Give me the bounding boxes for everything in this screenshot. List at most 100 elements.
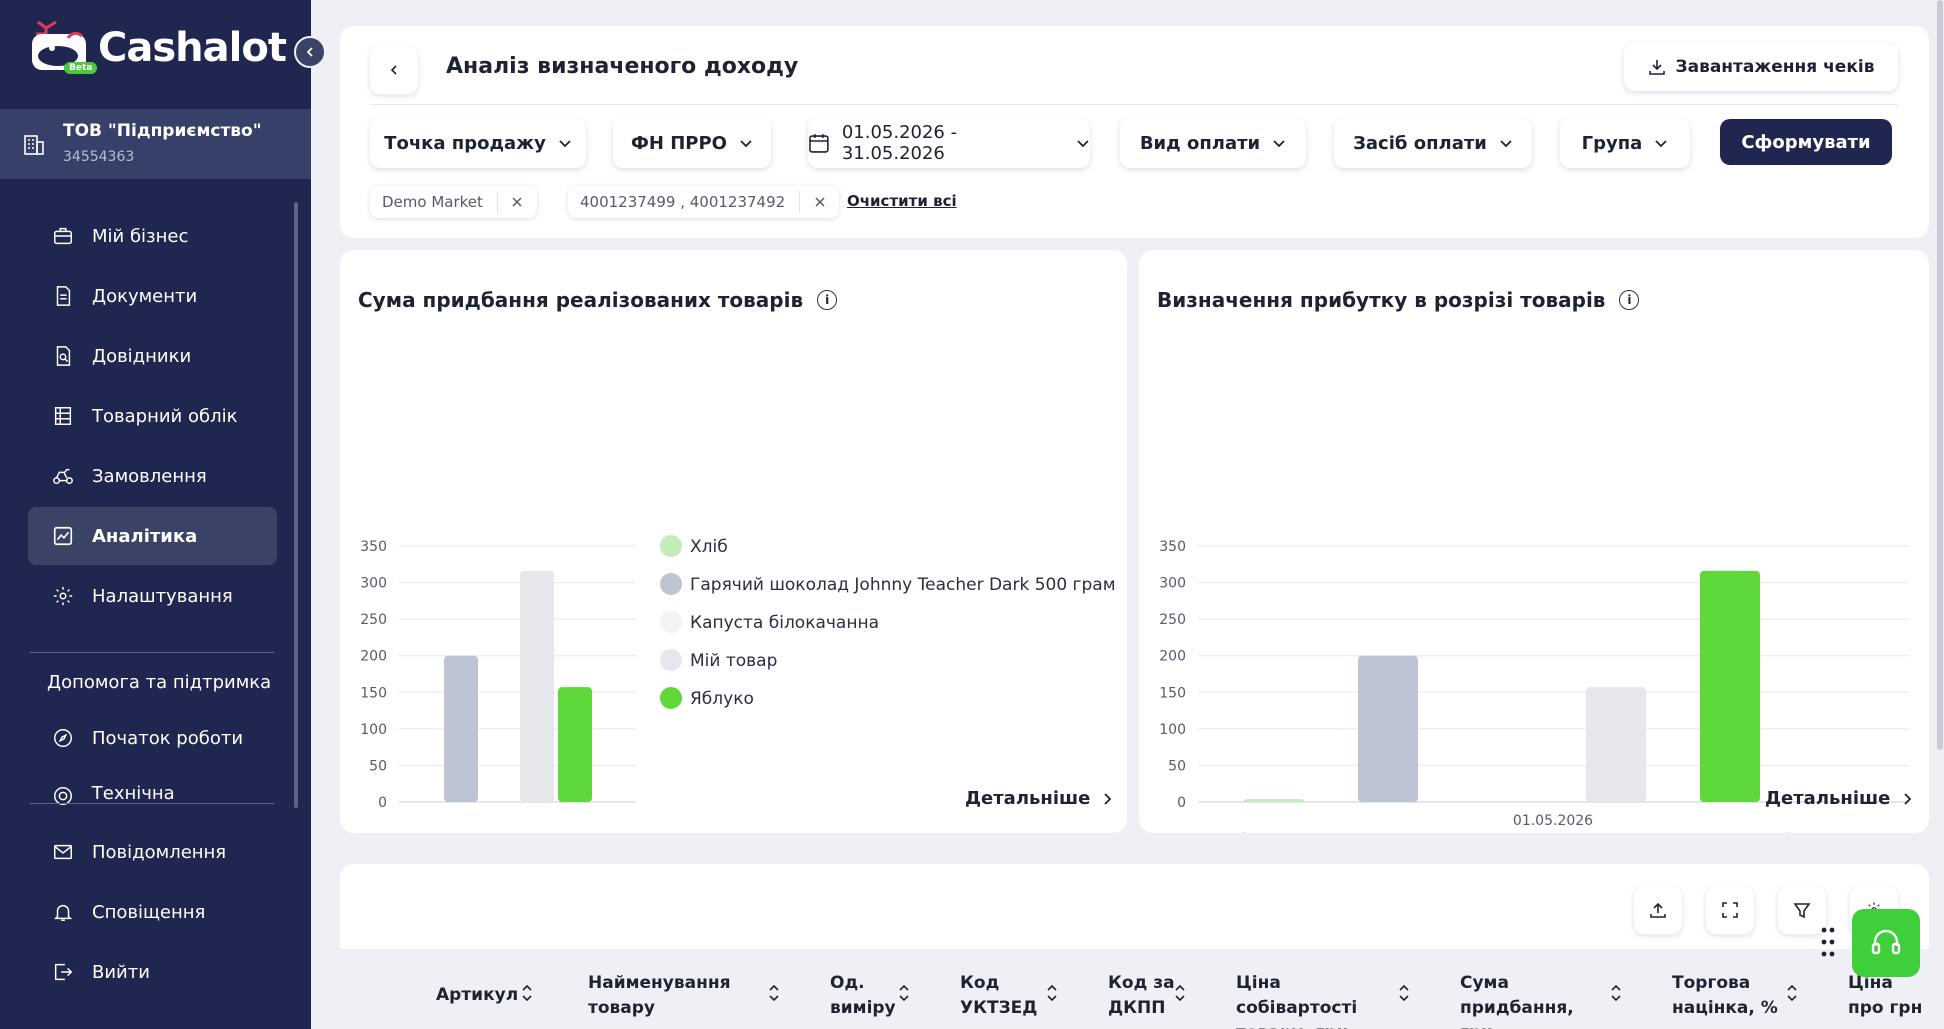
chart-title-text: Визначення прибутку в розрізі товарів xyxy=(1157,288,1606,312)
sort-icon[interactable] xyxy=(1046,983,1058,1003)
bell-icon xyxy=(50,899,76,925)
sidebar-item-tech-support[interactable]: Технічна підтримка xyxy=(28,769,277,805)
bar-chart: 0 50 100 150 200 250 300 350 01.05.2026 Капуста б… xyxy=(1159,539,1909,833)
payment-type-dropdown[interactable]: Вид оплати xyxy=(1120,118,1306,168)
download-receipts-button[interactable]: Завантаження чеків xyxy=(1624,43,1898,91)
help-section-title: Допомога та підтримка xyxy=(47,672,272,693)
sidebar-item-orders[interactable]: Замовлення xyxy=(28,447,277,505)
header-divider xyxy=(370,104,1898,105)
report-header: Аналіз визначеного доходу Завантаження ч… xyxy=(340,26,1929,238)
logout-icon xyxy=(50,959,76,985)
back-button[interactable] xyxy=(370,46,418,94)
y-tick-label: 350 xyxy=(1159,539,1186,555)
chart-title-text: Сума придбання реалізованих товарів xyxy=(358,288,804,312)
x-tick-label: 01.05.2026 xyxy=(1513,813,1593,829)
sort-icon[interactable] xyxy=(521,983,533,1003)
column-header-dkpp[interactable]: Код за ДКПП xyxy=(1108,973,1175,1018)
bar-chart: 0 50 100 150 200 250 300 350 Хліб Гарячий шоколад… xyxy=(360,535,1116,811)
y-tick-label: 200 xyxy=(360,649,387,665)
legend-marker xyxy=(660,687,682,709)
point-of-sale-dropdown[interactable]: Точка продажу xyxy=(370,118,586,168)
sort-icon[interactable] xyxy=(898,983,910,1003)
sidebar-item-directories[interactable]: Довідники xyxy=(28,327,277,385)
company-code: 34554363 xyxy=(63,149,135,165)
export-button[interactable] xyxy=(1634,886,1682,934)
sidebar-item-logout[interactable]: Вийти xyxy=(28,943,277,1001)
chevron-down-icon xyxy=(1500,140,1512,148)
compass-icon xyxy=(50,725,76,751)
column-header-uktzed[interactable]: Код УКТЗЕД xyxy=(960,973,1038,1018)
details-link[interactable]: Детальніше xyxy=(1765,788,1912,809)
sidebar-item-label: Довідники xyxy=(92,345,192,367)
download-icon xyxy=(1648,60,1665,75)
y-tick-label: 150 xyxy=(360,685,387,701)
support-chat-button[interactable] xyxy=(1852,909,1920,977)
sidebar-scrollbar[interactable] xyxy=(294,202,298,808)
chart-title: Сума придбання реалізованих товарів i xyxy=(358,288,838,312)
sidebar-divider xyxy=(30,652,274,653)
chart-card-profit-by-product: Визначення прибутку в розрізі товарів i … xyxy=(1139,250,1929,833)
generate-report-button[interactable]: Сформувати xyxy=(1720,119,1892,165)
sidebar-item-analytics[interactable]: Аналітика xyxy=(28,507,277,565)
filter-icon xyxy=(1793,903,1811,919)
details-link[interactable]: Детальніше xyxy=(965,788,1112,809)
logo[interactable]: Beta Cashalot xyxy=(30,20,287,76)
y-tick-label: 0 xyxy=(378,795,387,811)
sort-icon[interactable] xyxy=(768,983,780,1003)
support-icon xyxy=(50,783,76,805)
calendar-icon xyxy=(809,134,829,153)
y-tick-label: 200 xyxy=(1159,649,1186,665)
sort-icon[interactable] xyxy=(1174,983,1186,1003)
payment-method-dropdown[interactable]: Засіб оплати xyxy=(1334,118,1532,168)
sort-icon[interactable] xyxy=(1610,983,1622,1003)
company-selector[interactable]: ТОВ "Підприємство" 34554363 xyxy=(0,109,311,179)
column-header-sku[interactable]: Артикул xyxy=(436,985,519,1005)
sidebar-item-getting-started[interactable]: Початок роботи xyxy=(28,709,277,767)
filter-button[interactable] xyxy=(1778,886,1826,934)
page-scrollbar[interactable] xyxy=(1937,0,1943,750)
sidebar-item-my-business[interactable]: Мій бізнес xyxy=(28,207,277,265)
y-tick-label: 50 xyxy=(369,758,387,774)
info-icon[interactable]: i xyxy=(1619,290,1640,310)
column-header-cost-price[interactable]: Ціна собівартості товару, грн xyxy=(1236,973,1358,1029)
remove-chip-button[interactable] xyxy=(799,191,839,213)
sidebar-item-label: Товарний облік xyxy=(92,405,238,427)
column-header-name[interactable]: Найменування товару xyxy=(588,973,731,1018)
fn-prro-dropdown[interactable]: ФН ПРРО xyxy=(613,118,771,168)
sort-icon[interactable] xyxy=(1398,983,1410,1003)
group-dropdown[interactable]: Група xyxy=(1560,118,1690,168)
download-receipts-label: Завантаження чеків xyxy=(1675,57,1875,77)
remove-chip-button[interactable] xyxy=(496,191,537,213)
chevron-down-icon xyxy=(1273,140,1285,148)
column-header-unit[interactable]: Од. виміру xyxy=(830,973,896,1018)
sidebar-item-notifications[interactable]: Сповіщення xyxy=(28,883,277,941)
column-header-price[interactable]: Ціна про грн xyxy=(1848,973,1923,1018)
sidebar-item-label: Аналітика xyxy=(92,525,198,547)
sidebar-item-settings[interactable]: Налаштування xyxy=(28,567,277,625)
sidebar-item-label: Початок роботи xyxy=(92,727,244,749)
payment-method-label: Засіб оплати xyxy=(1353,132,1487,154)
analytics-icon xyxy=(50,523,76,549)
directory-icon xyxy=(50,343,76,369)
filter-chip-label: 4001237499 , 4001237492 xyxy=(580,193,786,211)
close-icon xyxy=(815,197,825,207)
bar xyxy=(1358,655,1418,802)
column-header-markup[interactable]: Торгова націнка, % xyxy=(1672,973,1778,1018)
sidebar-item-inventory[interactable]: Товарний облік xyxy=(28,387,277,445)
y-tick-label: 300 xyxy=(360,576,387,592)
sidebar-item-documents[interactable]: Документи xyxy=(28,267,277,325)
sidebar-item-label: Технічна підтримка xyxy=(91,783,190,805)
chevron-left-icon xyxy=(306,47,313,57)
collapse-sidebar-button[interactable] xyxy=(294,36,326,68)
sidebar-item-messages[interactable]: Повідомлення xyxy=(28,823,277,881)
bar xyxy=(558,687,592,802)
sort-icon[interactable] xyxy=(1786,983,1798,1003)
drag-handle-icon[interactable] xyxy=(1820,926,1836,958)
clear-all-link[interactable]: Очистити всі xyxy=(847,192,957,210)
sidebar-item-label: Повідомлення xyxy=(92,841,227,863)
info-icon[interactable]: i xyxy=(817,290,838,310)
date-range-picker[interactable]: 01.05.2026 - 31.05.2026 xyxy=(808,118,1090,168)
column-header-purchase-sum[interactable]: Сума придбання, грн xyxy=(1460,973,1574,1029)
fullscreen-button[interactable] xyxy=(1706,886,1754,934)
close-icon xyxy=(512,197,522,207)
